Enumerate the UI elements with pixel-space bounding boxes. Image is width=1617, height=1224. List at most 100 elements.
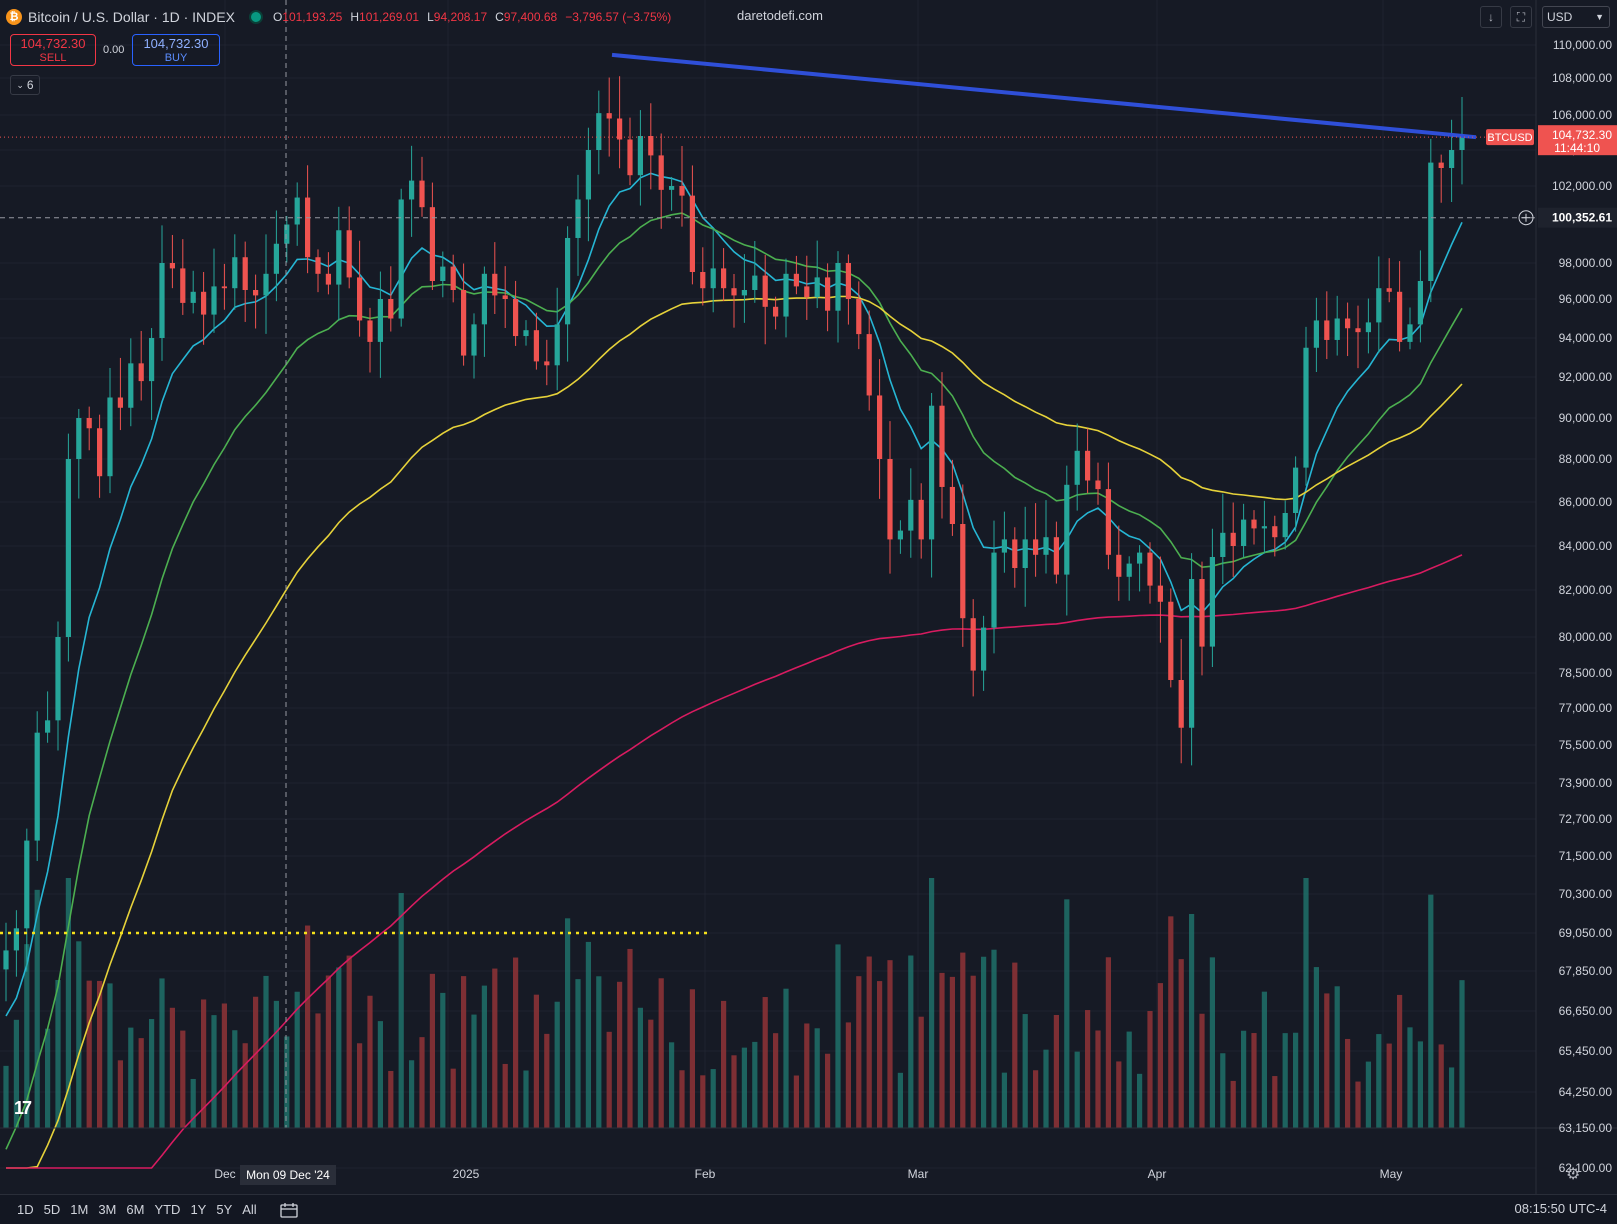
buy-button[interactable]: 104,732.30 BUY [132,34,220,66]
candle-body [835,263,841,311]
ema-9-line [5,172,1463,1017]
candle-body [1168,601,1174,680]
calendar-icon[interactable] [280,1202,298,1218]
volume-bar [1189,913,1195,1128]
volume-bar [65,878,71,1128]
candle-body [1407,324,1413,342]
crosshair-price-label-bg [1538,207,1617,228]
candle-body [877,395,883,459]
volume-bar [461,976,467,1128]
volume-bar [804,1023,810,1128]
currency-select[interactable]: USD ▼ [1542,6,1610,28]
volume-bar [908,955,914,1128]
time-axis: Dec 2025 Feb Mar Apr May Mon 09 Dec '24 [214,1165,1402,1185]
candle-body [1355,328,1361,333]
candle-body [960,524,966,619]
volume-bar [440,992,446,1128]
candle-body [13,928,19,951]
range-3m[interactable]: 3M [98,1202,117,1217]
price-tick-label: 108,000.00 [1552,71,1612,85]
range-1y[interactable]: 1Y [190,1202,207,1217]
volume-bar [284,1036,290,1128]
price-tick-label: 106,000.00 [1552,108,1612,122]
candle-body [325,273,331,285]
candle-body [1397,291,1403,342]
candle-body [731,288,737,296]
range-5d[interactable]: 5D [43,1202,61,1217]
volume-bar [710,1069,716,1128]
volume-bar [1220,1053,1226,1128]
candle-body [481,273,487,325]
volume-bar [877,981,883,1128]
candle-body [793,273,799,287]
candle-body [253,290,259,296]
candle-body [1189,579,1195,728]
candle-body [211,286,217,315]
price-tick-label: 110,000.00 [1553,38,1612,52]
sell-button[interactable]: 104,732.30 SELL [10,34,96,66]
price-tick-label: 86,000.00 [1559,495,1613,509]
price-tick-label: 94,000.00 [1559,331,1613,345]
volume-bar [55,979,61,1128]
volume-bar [856,976,862,1128]
volume-bar [1386,1043,1392,1128]
volume-bar [970,975,976,1128]
volume-bar [232,1030,238,1128]
range-1d[interactable]: 1D [17,1202,34,1217]
range-ytd[interactable]: YTD [154,1202,181,1217]
candle-body [606,113,612,119]
volume-bar [627,948,633,1128]
volume-bar [793,1075,799,1128]
volume-bar [419,1037,425,1128]
gear-icon[interactable]: ⚙ [1566,1166,1581,1183]
fullscreen-button[interactable]: ⛶ [1510,6,1532,28]
sell-price: 104,732.30 [20,36,86,51]
candle-body [1386,288,1392,292]
clock-readout[interactable]: 08:15:50 UTC-4 [1514,1201,1608,1216]
volume-bar [1272,1076,1278,1128]
candle-body [201,291,207,315]
range-1m[interactable]: 1M [70,1202,89,1217]
volume-bar [689,989,695,1128]
range-6m[interactable]: 6M [126,1202,145,1217]
volume-bar [263,975,269,1128]
price-tick-label: 69,050.00 [1559,926,1613,940]
candle-body [1303,347,1309,468]
candle-body [1137,552,1143,564]
price-tick-label: 72,700.00 [1559,812,1613,826]
candle-body [367,320,373,342]
download-button[interactable]: ↓ [1480,6,1502,28]
indicators-toggle[interactable]: ⌄ 6 [10,75,40,95]
candle-body [825,277,831,311]
symbol-title[interactable]: Bitcoin / U.S. Dollar · 1D · INDEX [28,9,235,25]
price-chart[interactable]: 110,000.00108,000.00106,000.00104,000.00… [0,0,1617,1194]
candle-body [1345,318,1351,329]
volume-bar [1230,1080,1236,1128]
range-all[interactable]: All [242,1202,257,1217]
volume-bar [533,994,539,1128]
candle-body [845,263,851,299]
range-5y[interactable]: 5Y [216,1202,233,1217]
candle-body [97,428,103,477]
price-tick-label: 96,000.00 [1559,292,1613,306]
volume-bar [866,956,872,1128]
candle-body [762,275,768,307]
candle-body [1085,450,1091,481]
candle-body [1438,162,1444,168]
time-tick-label: Apr [1148,1167,1167,1181]
market-status-icon [248,10,263,24]
volume-bar [1033,1070,1039,1128]
candle-body [1428,162,1434,281]
volume-bar [357,1043,363,1128]
ohlc-close: C97,400.68 [495,10,558,24]
candle-body [544,361,550,366]
volume-bar [1428,894,1434,1128]
ohlc-high: H101,269.01 [350,10,420,24]
candle-body [1001,539,1007,553]
candle-body [585,150,591,200]
candlesticks [3,76,1465,1002]
candle-body [34,732,40,841]
volume-bar [1001,1072,1007,1128]
volume-bar [471,1014,477,1128]
volume-bar [991,949,997,1128]
